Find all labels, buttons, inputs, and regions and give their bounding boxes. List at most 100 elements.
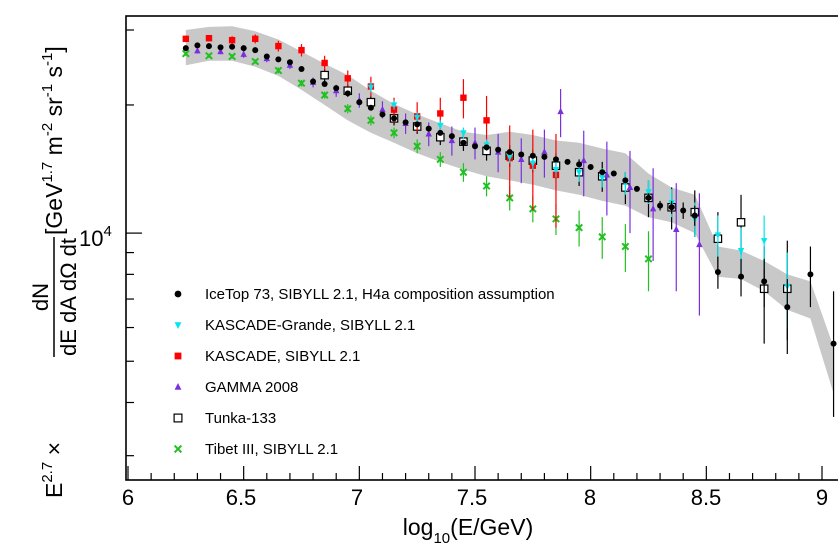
data-point xyxy=(425,125,432,132)
data-point xyxy=(205,43,212,50)
cross-stroke-b xyxy=(274,66,283,75)
data-point xyxy=(784,304,791,311)
data-point xyxy=(217,44,224,51)
data-point xyxy=(379,111,386,118)
data-point xyxy=(610,170,617,177)
y-title-unit-m: m xyxy=(41,136,67,162)
x-axis-title-log: log xyxy=(403,514,434,540)
data-point xyxy=(575,169,583,177)
data-point xyxy=(228,36,236,44)
data-point xyxy=(760,238,768,245)
legend-markers xyxy=(173,290,183,454)
y-title-unit-sr: sr xyxy=(41,97,67,123)
cross-stroke-b xyxy=(181,49,190,58)
legend-label-tibet: Tibet III, SIBYLL 2.1 xyxy=(205,441,338,458)
data-point xyxy=(633,185,640,192)
y-tick-label-1e4: 104 xyxy=(79,223,112,251)
data-point xyxy=(448,136,456,144)
cross-stroke-b xyxy=(173,444,183,454)
x-tick-labels: 6 6.5 7 7.5 8 8.5 9 xyxy=(122,485,828,510)
cross-stroke-b xyxy=(297,79,306,88)
data-point xyxy=(598,232,607,241)
x-tick-label-7-5: 7.5 xyxy=(457,485,488,510)
data-point xyxy=(229,43,236,50)
x-axis-title: log10(E/GeV) xyxy=(403,514,533,547)
data-point xyxy=(691,212,698,219)
data-point xyxy=(320,91,329,99)
data-point xyxy=(483,117,490,124)
data-point xyxy=(564,158,571,165)
data-point xyxy=(737,247,745,255)
legend-marker-1 xyxy=(174,322,182,329)
data-point xyxy=(437,110,444,117)
data-point xyxy=(580,156,587,164)
cross-stroke-b xyxy=(251,57,260,66)
data-point xyxy=(603,171,611,178)
data-point xyxy=(529,160,537,167)
data-point xyxy=(736,218,746,227)
data-point xyxy=(344,75,351,82)
legend-label-kascade-grande: KASCADE-Grande, SIBYLL 2.1 xyxy=(205,317,415,334)
data-point xyxy=(182,35,190,43)
data-point xyxy=(402,119,409,126)
data-point xyxy=(437,122,444,130)
data-point xyxy=(714,232,722,239)
data-point xyxy=(240,50,247,57)
legend-marker-4 xyxy=(173,413,183,423)
data-point xyxy=(448,133,455,140)
data-point xyxy=(506,154,513,161)
data-point xyxy=(622,177,629,184)
data-point xyxy=(680,207,687,214)
y-tick-label-exp: 4 xyxy=(103,223,111,240)
data-point xyxy=(459,168,468,177)
x-tick-label-6: 6 xyxy=(122,485,134,510)
data-point xyxy=(649,205,657,212)
uncertainty-band-area xyxy=(185,26,834,394)
data-point xyxy=(506,149,513,156)
legend-marker-2 xyxy=(174,352,182,360)
y-title-frac-num: dN xyxy=(28,283,53,311)
data-point xyxy=(182,45,189,52)
data-point xyxy=(298,46,305,54)
cross-stroke-b xyxy=(575,223,584,232)
cross-stroke-b xyxy=(436,155,445,164)
legend-marker-3 xyxy=(174,383,182,390)
data-point xyxy=(194,47,201,54)
y-title-times: × xyxy=(41,442,67,462)
y-tick-label-base: 10 xyxy=(79,226,103,251)
data-point xyxy=(830,340,837,347)
x-tick-label-6-5: 6.5 xyxy=(226,485,257,510)
data-point xyxy=(310,78,317,85)
data-point xyxy=(460,94,467,101)
legend-label-kascade: KASCADE, SIBYLL 2.1 xyxy=(205,348,360,365)
data-point xyxy=(738,273,745,280)
cross-stroke-b xyxy=(320,91,329,99)
data-point xyxy=(251,57,260,66)
data-point xyxy=(587,163,594,170)
cross-stroke-b xyxy=(621,242,630,251)
data-point xyxy=(343,104,352,113)
data-point xyxy=(413,142,422,151)
data-point xyxy=(297,79,306,88)
data-point xyxy=(645,194,652,201)
data-point xyxy=(668,204,675,211)
y-title-unit-s: s xyxy=(41,66,67,84)
data-point xyxy=(367,104,374,111)
data-points xyxy=(181,34,837,417)
cross-stroke-b xyxy=(228,52,237,61)
cross-stroke-b xyxy=(413,142,422,151)
legend-marker-0 xyxy=(174,290,182,298)
y-title-prefix-sup: 2.7 xyxy=(39,462,56,483)
data-point xyxy=(714,269,721,276)
data-point xyxy=(181,49,190,58)
data-point xyxy=(344,90,351,97)
data-point xyxy=(437,129,444,136)
data-point xyxy=(205,34,213,42)
data-point xyxy=(217,47,224,55)
x-axis-title-sub: 10 xyxy=(433,530,450,547)
legend-marker-5 xyxy=(173,444,183,454)
data-point xyxy=(321,81,328,88)
data-point xyxy=(252,47,259,54)
y-title-unit-sup4: -1 xyxy=(39,53,56,66)
